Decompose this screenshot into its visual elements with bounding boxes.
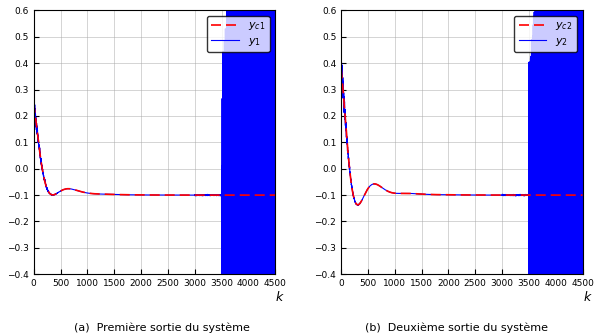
$y_1$ — [249, 272, 257, 276]
$y_1$ — [224, 8, 231, 12]
Line: $y_2$: $y_2$ — [341, 10, 582, 274]
Legend: $y_{c2}$, $y_2$: $y_{c2}$, $y_2$ — [514, 16, 577, 52]
$y_1$ — [259, 8, 266, 12]
$y_2$ — [555, 272, 563, 276]
$y_{c2}$ — [557, 193, 564, 197]
Line: $y_{c1}$: $y_{c1}$ — [34, 103, 275, 195]
$y_2$ — [525, 272, 532, 276]
Text: (b)  Deuxième sortie du système: (b) Deuxième sortie du système — [365, 322, 548, 333]
$y_{c1}$ — [123, 193, 130, 197]
$y_{c2}$ — [338, 66, 345, 70]
Line: $y_1$: $y_1$ — [34, 10, 275, 274]
$y_1$ — [218, 272, 225, 276]
$y_{c2}$ — [579, 193, 586, 197]
X-axis label: $k$: $k$ — [275, 290, 285, 304]
$y_{c1}$ — [181, 193, 188, 197]
$y_1$ — [59, 188, 66, 192]
$y_1$ — [272, 242, 279, 246]
$y_1$ — [248, 8, 255, 12]
$y_{c2}$ — [367, 184, 374, 188]
Legend: $y_{c1}$, $y_1$: $y_{c1}$, $y_1$ — [207, 16, 270, 52]
$y_{c1}$ — [248, 193, 255, 197]
$y_{c1}$ — [191, 193, 198, 197]
$y_{c1}$ — [59, 188, 66, 192]
$y_2$ — [579, 255, 586, 259]
$y_{c1}$ — [30, 101, 37, 105]
$y_2$ — [489, 193, 496, 197]
$y_2$ — [338, 65, 345, 69]
$y_{c2}$ — [354, 203, 361, 207]
$y_{c1}$ — [259, 193, 266, 197]
$y_2$ — [367, 184, 374, 188]
$y_2$ — [557, 8, 564, 12]
X-axis label: $k$: $k$ — [582, 290, 592, 304]
$y_{c1}$ — [249, 193, 257, 197]
$y_2$ — [532, 8, 539, 12]
$y_{c1}$ — [272, 193, 279, 197]
$y_2$ — [430, 193, 437, 197]
$y_1$ — [123, 193, 130, 197]
$y_1$ — [181, 193, 188, 197]
Text: (a)  Première sortie du système: (a) Première sortie du système — [75, 322, 250, 333]
$y_1$ — [30, 98, 37, 102]
$y_{c2}$ — [566, 193, 573, 197]
$y_{c2}$ — [489, 193, 496, 197]
$y_{c2}$ — [555, 193, 563, 197]
$y_{c2}$ — [430, 193, 438, 197]
Line: $y_{c2}$: $y_{c2}$ — [341, 68, 582, 205]
$y_2$ — [566, 272, 573, 276]
